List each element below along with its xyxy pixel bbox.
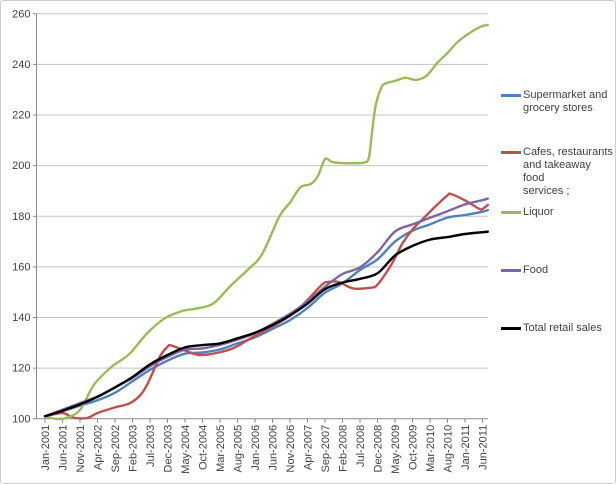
legend-line-swatch — [501, 151, 521, 154]
y-axis-label: 220 — [12, 110, 30, 122]
series-lines — [43, 23, 489, 421]
legend-line-swatch — [501, 269, 521, 272]
x-axis-label: Jan-2001 — [40, 425, 52, 471]
x-axis-label: Nov-2006 — [285, 425, 297, 473]
series-line-total-retail-sales — [43, 230, 489, 418]
x-axis-label: Sep-2007 — [320, 425, 332, 473]
x-axis-label: Sep-2002 — [110, 425, 122, 473]
legend-label: Total retail sales — [523, 322, 602, 334]
x-axis-label: Nov-2001 — [75, 425, 87, 473]
legend-label: Food — [523, 264, 549, 276]
x-axis-label: May-2009 — [390, 425, 402, 474]
gridlines — [33, 13, 488, 420]
x-axis-label: Oct-2004 — [198, 425, 210, 470]
x-axis-label: Dec-2003 — [163, 425, 175, 473]
x-axis-label: Jun-2011 — [478, 425, 490, 470]
legend-label: Cafes, restaurants and takeaway food servi… — [523, 146, 613, 197]
x-axis-label: Mar-2005 — [215, 425, 227, 472]
legend-line-swatch — [501, 94, 521, 97]
y-axis-label: 180 — [12, 211, 30, 223]
legend-line-swatch — [501, 327, 521, 330]
x-axis-label: Aug-2010 — [443, 425, 455, 473]
x-axis-label: Oct-2009 — [408, 425, 420, 470]
legend-label: Liquor — [523, 206, 554, 218]
series-line-supermarket-and-grocery-stores — [43, 208, 489, 418]
legend-label: Supermarket and grocery stores — [523, 89, 608, 114]
x-axis-label: Jul-2008 — [355, 425, 367, 467]
x-axis-label: Feb-2003 — [128, 425, 140, 472]
x-axis-label: May-2004 — [180, 425, 192, 474]
legend-item-supermarket-and-grocery-stores: Supermarket and grocery stores — [501, 89, 607, 115]
legend-item-liquor: Liquor — [501, 206, 554, 219]
x-axis-label: Jun-2001 — [58, 425, 70, 471]
x-axis-label: Apr-2002 — [93, 425, 105, 470]
legend-item-total-retail-sales: Total retail sales — [501, 322, 602, 335]
x-axis-label: Apr-2007 — [303, 425, 315, 470]
y-axis-label: 100 — [12, 413, 30, 425]
x-axis-label: Feb-2008 — [338, 425, 350, 472]
x-axis-label: Mar-2010 — [425, 425, 437, 472]
series-line-food — [43, 197, 489, 418]
axis-labels: 100 120 140 160 180 200 220 240 260 Jan-2001 Jun-2… — [12, 8, 489, 473]
legend-item-food: Food — [501, 264, 548, 277]
y-axis-label: 260 — [12, 8, 30, 20]
x-axis-label: Jan-2006 — [250, 425, 262, 471]
x-axis-label: Aug-2005 — [233, 425, 245, 473]
x-axis-label: Jul-2003 — [145, 425, 157, 467]
y-axis-label: 200 — [12, 160, 30, 172]
y-axis-label: 160 — [12, 261, 30, 273]
y-axis-label: 240 — [12, 59, 30, 71]
y-axis-label: 120 — [12, 363, 30, 375]
x-axis-label: Dec-2008 — [373, 425, 385, 473]
legend-item-cafes-restaurants-and-takeaway-food-services: Cafes, restaurants and takeaway food servi… — [501, 146, 613, 198]
x-axis-label: Jan-2011 — [460, 425, 472, 470]
y-axis-label: 140 — [12, 312, 30, 324]
x-axis-label: Jun-2006 — [268, 425, 280, 471]
legend-line-swatch — [501, 211, 521, 214]
series-line-liquor — [43, 23, 489, 421]
